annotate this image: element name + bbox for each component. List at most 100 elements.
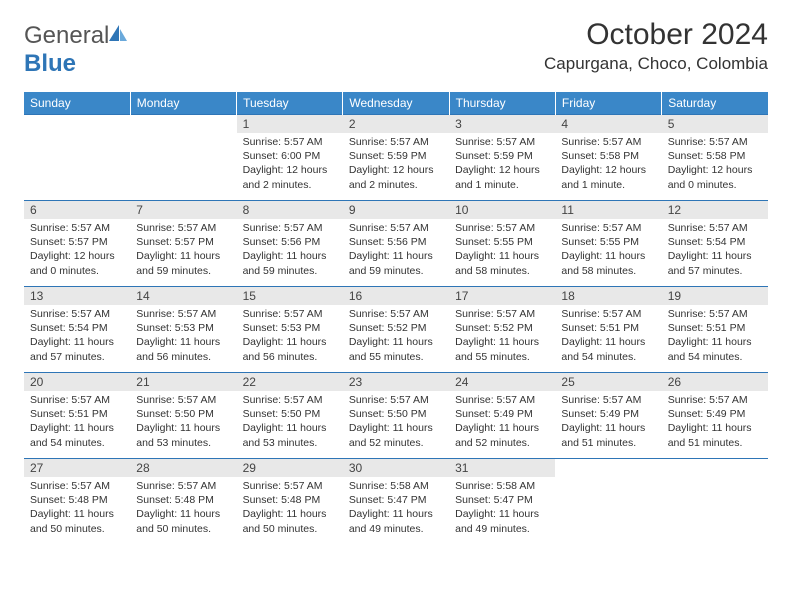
calendar-cell: 31Sunrise: 5:58 AMSunset: 5:47 PMDayligh… [449,459,555,545]
calendar-row: 27Sunrise: 5:57 AMSunset: 5:48 PMDayligh… [24,459,768,545]
daylight-text: Daylight: 12 hours and 0 minutes. [30,249,124,277]
calendar-cell: 6Sunrise: 5:57 AMSunset: 5:57 PMDaylight… [24,201,130,287]
day-details: Sunrise: 5:58 AMSunset: 5:47 PMDaylight:… [343,477,449,540]
daylight-text: Daylight: 11 hours and 54 minutes. [668,335,762,363]
sunset-text: Sunset: 5:55 PM [561,235,655,249]
sunrise-text: Sunrise: 5:57 AM [136,479,230,493]
sunrise-text: Sunrise: 5:57 AM [349,307,443,321]
calendar-cell: 16Sunrise: 5:57 AMSunset: 5:52 PMDayligh… [343,287,449,373]
sunset-text: Sunset: 5:49 PM [455,407,549,421]
day-number: 3 [449,115,555,133]
day-details: Sunrise: 5:57 AMSunset: 5:51 PMDaylight:… [24,391,130,454]
day-number: 28 [130,459,236,477]
day-details: Sunrise: 5:57 AMSunset: 5:56 PMDaylight:… [343,219,449,282]
daylight-text: Daylight: 11 hours and 59 minutes. [243,249,337,277]
month-title: October 2024 [544,18,768,52]
sunset-text: Sunset: 5:48 PM [243,493,337,507]
day-number: 22 [237,373,343,391]
calendar-row: 6Sunrise: 5:57 AMSunset: 5:57 PMDaylight… [24,201,768,287]
daylight-text: Daylight: 11 hours and 57 minutes. [30,335,124,363]
calendar-cell: 11Sunrise: 5:57 AMSunset: 5:55 PMDayligh… [555,201,661,287]
daylight-text: Daylight: 11 hours and 57 minutes. [668,249,762,277]
day-number: 4 [555,115,661,133]
sunset-text: Sunset: 5:58 PM [561,149,655,163]
calendar-row: 13Sunrise: 5:57 AMSunset: 5:54 PMDayligh… [24,287,768,373]
daylight-text: Daylight: 12 hours and 1 minute. [455,163,549,191]
day-details: Sunrise: 5:57 AMSunset: 5:52 PMDaylight:… [449,305,555,368]
day-details: Sunrise: 5:57 AMSunset: 5:55 PMDaylight:… [555,219,661,282]
day-header: Tuesday [237,92,343,115]
day-number: 26 [662,373,768,391]
day-details: Sunrise: 5:57 AMSunset: 5:52 PMDaylight:… [343,305,449,368]
calendar-cell: 24Sunrise: 5:57 AMSunset: 5:49 PMDayligh… [449,373,555,459]
calendar-cell: 14Sunrise: 5:57 AMSunset: 5:53 PMDayligh… [130,287,236,373]
calendar-cell: 25Sunrise: 5:57 AMSunset: 5:49 PMDayligh… [555,373,661,459]
day-number: 15 [237,287,343,305]
sunrise-text: Sunrise: 5:57 AM [136,393,230,407]
sunset-text: Sunset: 5:50 PM [349,407,443,421]
daylight-text: Daylight: 11 hours and 50 minutes. [243,507,337,535]
daylight-text: Daylight: 12 hours and 1 minute. [561,163,655,191]
sunset-text: Sunset: 5:53 PM [136,321,230,335]
calendar-cell: 2Sunrise: 5:57 AMSunset: 5:59 PMDaylight… [343,115,449,201]
sunrise-text: Sunrise: 5:58 AM [455,479,549,493]
day-details: Sunrise: 5:57 AMSunset: 5:48 PMDaylight:… [237,477,343,540]
sunset-text: Sunset: 5:59 PM [455,149,549,163]
day-details: Sunrise: 5:57 AMSunset: 5:49 PMDaylight:… [449,391,555,454]
day-details: Sunrise: 5:57 AMSunset: 6:00 PMDaylight:… [237,133,343,196]
sunrise-text: Sunrise: 5:57 AM [136,221,230,235]
sunrise-text: Sunrise: 5:57 AM [349,135,443,149]
sunrise-text: Sunrise: 5:57 AM [136,307,230,321]
daylight-text: Daylight: 11 hours and 59 minutes. [136,249,230,277]
calendar-cell: 19Sunrise: 5:57 AMSunset: 5:51 PMDayligh… [662,287,768,373]
location: Capurgana, Choco, Colombia [544,54,768,74]
calendar-cell: 15Sunrise: 5:57 AMSunset: 5:53 PMDayligh… [237,287,343,373]
calendar-cell: 13Sunrise: 5:57 AMSunset: 5:54 PMDayligh… [24,287,130,373]
day-number: 20 [24,373,130,391]
day-number: 17 [449,287,555,305]
daylight-text: Daylight: 11 hours and 56 minutes. [136,335,230,363]
sunrise-text: Sunrise: 5:57 AM [455,221,549,235]
daylight-text: Daylight: 11 hours and 52 minutes. [349,421,443,449]
day-details: Sunrise: 5:57 AMSunset: 5:58 PMDaylight:… [555,133,661,196]
day-details: Sunrise: 5:57 AMSunset: 5:49 PMDaylight:… [555,391,661,454]
calendar-cell: 8Sunrise: 5:57 AMSunset: 5:56 PMDaylight… [237,201,343,287]
sunset-text: Sunset: 5:47 PM [455,493,549,507]
daylight-text: Daylight: 11 hours and 51 minutes. [561,421,655,449]
day-details: Sunrise: 5:57 AMSunset: 5:48 PMDaylight:… [130,477,236,540]
day-details: Sunrise: 5:57 AMSunset: 5:58 PMDaylight:… [662,133,768,196]
calendar-cell: 22Sunrise: 5:57 AMSunset: 5:50 PMDayligh… [237,373,343,459]
sunrise-text: Sunrise: 5:57 AM [243,307,337,321]
day-details: Sunrise: 5:57 AMSunset: 5:59 PMDaylight:… [449,133,555,196]
logo-text: General Blue [24,22,129,78]
daylight-text: Daylight: 11 hours and 55 minutes. [455,335,549,363]
day-number: 13 [24,287,130,305]
sunset-text: Sunset: 5:58 PM [668,149,762,163]
sunrise-text: Sunrise: 5:57 AM [243,479,337,493]
sunrise-text: Sunrise: 5:57 AM [30,221,124,235]
logo-blue: Blue [24,50,76,77]
sunset-text: Sunset: 6:00 PM [243,149,337,163]
day-header: Thursday [449,92,555,115]
calendar-table: Sunday Monday Tuesday Wednesday Thursday… [24,92,768,545]
sunset-text: Sunset: 5:51 PM [30,407,124,421]
day-details: Sunrise: 5:57 AMSunset: 5:50 PMDaylight:… [237,391,343,454]
day-number: 12 [662,201,768,219]
calendar-cell: 23Sunrise: 5:57 AMSunset: 5:50 PMDayligh… [343,373,449,459]
logo-sail-icon [107,22,129,49]
sunset-text: Sunset: 5:52 PM [349,321,443,335]
sunset-text: Sunset: 5:48 PM [30,493,124,507]
daylight-text: Daylight: 11 hours and 53 minutes. [136,421,230,449]
day-details: Sunrise: 5:57 AMSunset: 5:53 PMDaylight:… [237,305,343,368]
sunset-text: Sunset: 5:51 PM [561,321,655,335]
calendar-cell: 17Sunrise: 5:57 AMSunset: 5:52 PMDayligh… [449,287,555,373]
day-header-row: Sunday Monday Tuesday Wednesday Thursday… [24,92,768,115]
calendar-row: 20Sunrise: 5:57 AMSunset: 5:51 PMDayligh… [24,373,768,459]
sunset-text: Sunset: 5:57 PM [136,235,230,249]
sunset-text: Sunset: 5:52 PM [455,321,549,335]
sunset-text: Sunset: 5:53 PM [243,321,337,335]
calendar-cell [130,115,236,201]
daylight-text: Daylight: 11 hours and 50 minutes. [136,507,230,535]
day-number: 2 [343,115,449,133]
sunrise-text: Sunrise: 5:57 AM [668,307,762,321]
